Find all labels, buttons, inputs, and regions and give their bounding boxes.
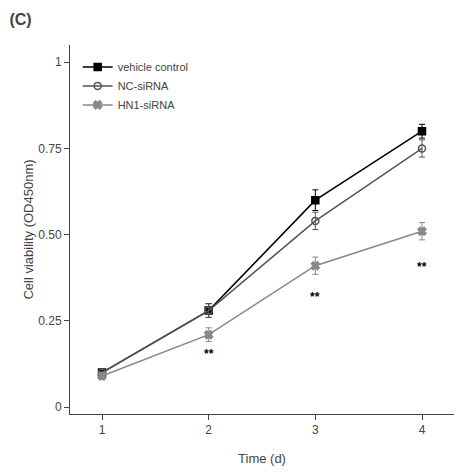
svg-text:0.25: 0.25: [38, 314, 62, 328]
svg-text:**: **: [204, 347, 214, 361]
svg-text:**: **: [310, 290, 320, 304]
svg-text:2: 2: [205, 423, 212, 437]
svg-text:1: 1: [99, 423, 106, 437]
svg-text:0.50: 0.50: [38, 228, 62, 242]
svg-text:3: 3: [312, 423, 319, 437]
svg-text:4: 4: [419, 423, 426, 437]
svg-text:**: **: [417, 260, 427, 274]
svg-text:HN1-siRNA: HN1-siRNA: [118, 99, 175, 111]
svg-text:Time (d): Time (d): [238, 451, 286, 466]
svg-text:Cell viability (OD450nm): Cell viability (OD450nm): [21, 159, 36, 299]
svg-text:0: 0: [55, 400, 62, 414]
svg-text:0.75: 0.75: [38, 142, 62, 156]
svg-text:(C): (C): [9, 11, 31, 28]
svg-text:1: 1: [55, 55, 62, 69]
svg-text:vehicle control: vehicle control: [118, 61, 188, 73]
svg-text:NC-siRNA: NC-siRNA: [118, 80, 169, 92]
